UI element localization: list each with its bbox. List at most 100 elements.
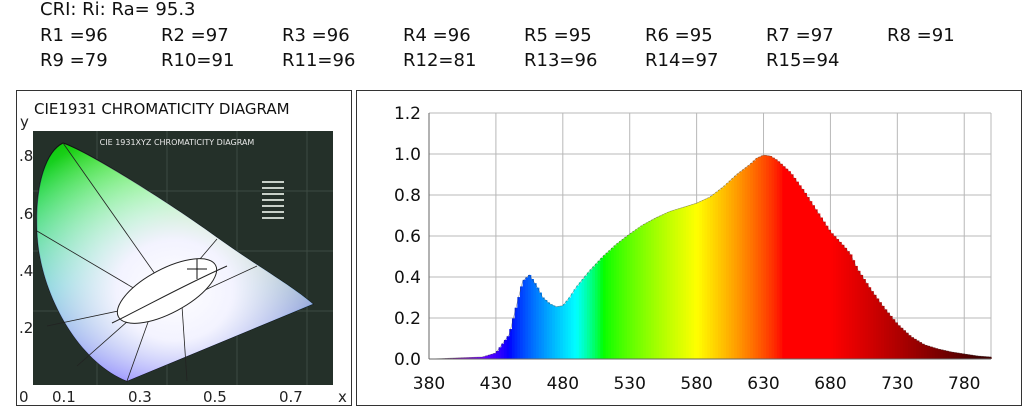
spectrum-bar: [875, 298, 880, 359]
spectrum-bar: [932, 347, 936, 359]
spectrum-bar: [792, 177, 797, 359]
spectrum-bar: [900, 327, 904, 359]
spectrum-bar: [902, 330, 906, 359]
spectrum-bar: [482, 356, 486, 359]
spectrum-bar: [862, 279, 866, 359]
spectrum-bar: [910, 337, 914, 359]
spectrum-bar: [501, 343, 505, 359]
x-tick-label: 630: [747, 374, 779, 394]
spectrum-bar: [964, 354, 968, 359]
spectrum-bar: [696, 202, 700, 359]
y-tick-label: 1.0: [394, 145, 421, 165]
spectrum-bar: [653, 218, 658, 359]
spectrum-bar: [768, 156, 773, 359]
spectrum-bar: [533, 283, 537, 359]
spectrum-bar: [787, 171, 791, 359]
spectrum-bar: [672, 210, 676, 359]
spectrum-bar: [701, 200, 706, 359]
spectrum-bar: [916, 340, 920, 359]
spectrum-bar: [589, 269, 593, 359]
spectrum-bar: [774, 159, 778, 359]
spectrum-bar: [878, 302, 882, 359]
spectrum-bar: [752, 160, 757, 359]
spectrum-bar: [867, 287, 872, 359]
spectrum-bar: [865, 283, 869, 359]
spectrum-bar: [718, 189, 722, 359]
spectrum-bar: [934, 348, 939, 359]
spectrum-bar: [969, 354, 973, 359]
spectrum-bar: [511, 318, 516, 359]
spectrum-bar: [790, 174, 794, 359]
spectrum-bar: [776, 161, 781, 359]
spectrum-bar: [747, 165, 751, 359]
spectrum-bar: [779, 163, 783, 359]
spectrum-bar: [715, 191, 719, 359]
spectrum-bar: [750, 163, 754, 359]
spectrum-bar: [519, 286, 524, 359]
spectrum-bar: [683, 206, 687, 359]
spectrum-chart: 0.0 0.2 0.4 0.6 0.8 1.0 1.2 380 430 480 530 580 630 6…: [394, 104, 992, 394]
y-tick-label: 0.2: [394, 309, 421, 329]
spectrum-bar: [565, 300, 569, 359]
spectrum-bar: [905, 332, 909, 359]
spectrum-outline: [428, 154, 992, 360]
spectrum-bar: [490, 354, 494, 359]
x-tick-label: 730: [881, 374, 913, 394]
spectrum-bar: [661, 214, 666, 359]
spectrum-bar: [712, 193, 716, 359]
spectrum-bar: [463, 357, 468, 359]
spectrum-bar: [755, 158, 759, 359]
spectrum-bar: [720, 187, 724, 359]
spectrum-bar: [517, 297, 521, 359]
spectrum-bar: [806, 197, 810, 359]
spectrum-bar: [514, 307, 518, 359]
spectrum-bar: [643, 224, 647, 359]
spectrum-bar: [835, 239, 840, 359]
cri-value-10: R10=91: [161, 50, 235, 71]
spectrum-bar: [942, 350, 947, 359]
spectrum-bar: [562, 304, 567, 359]
spectrum-bar: [648, 221, 652, 359]
spectrum-bar: [627, 234, 631, 359]
cri-value-13: R13=96: [524, 50, 598, 71]
cie-planckian-locus: [111, 265, 228, 324]
spectrum-bar: [667, 212, 671, 359]
spectrum-bar: [972, 355, 976, 359]
cie-y-tick: .4: [19, 262, 34, 280]
spectrum-bar: [859, 274, 864, 359]
y-tick-label: 1.2: [394, 104, 421, 124]
spectrum-bar: [509, 329, 513, 359]
spectrum-bar: [710, 196, 714, 359]
spectrum-bar: [458, 357, 462, 359]
spectrum-bar: [608, 250, 612, 359]
spectrum-bar: [506, 336, 510, 359]
cri-value-3: R3 =96: [282, 25, 350, 46]
cri-value-12: R12=81: [403, 50, 477, 71]
cri-value-15: R15=94: [766, 50, 840, 71]
spectrum-bar: [680, 207, 684, 359]
spectrum-bar: [592, 266, 596, 359]
spectrum-bar: [549, 304, 553, 359]
spectrum-bar: [573, 289, 577, 359]
spectrum-bar: [809, 201, 813, 359]
cri-value-14: R14=97: [645, 50, 719, 71]
spectrum-bar: [782, 166, 786, 359]
spectrum-bar: [894, 322, 898, 359]
spectrum-bar: [843, 247, 848, 359]
spectrum-bar: [918, 342, 923, 359]
spectrum-bar: [493, 353, 497, 359]
spectrum-bar: [610, 247, 615, 359]
cie-y-axis-label: y: [20, 113, 29, 131]
spectrum-bar: [889, 315, 893, 359]
spectrum-bar: [688, 205, 692, 359]
spectrum-bar: [536, 287, 540, 359]
spectrum-bar: [560, 305, 564, 359]
spectrum-bar: [726, 183, 730, 359]
spectrum-bar: [621, 239, 625, 359]
spectrum-bar: [985, 356, 989, 359]
spectrum-bar: [485, 355, 489, 359]
spectrum-bar: [495, 351, 500, 359]
cie-y-tick: .2: [19, 319, 34, 337]
spectrum-bar: [744, 167, 749, 359]
cri-value-5: R5 =95: [524, 25, 592, 46]
